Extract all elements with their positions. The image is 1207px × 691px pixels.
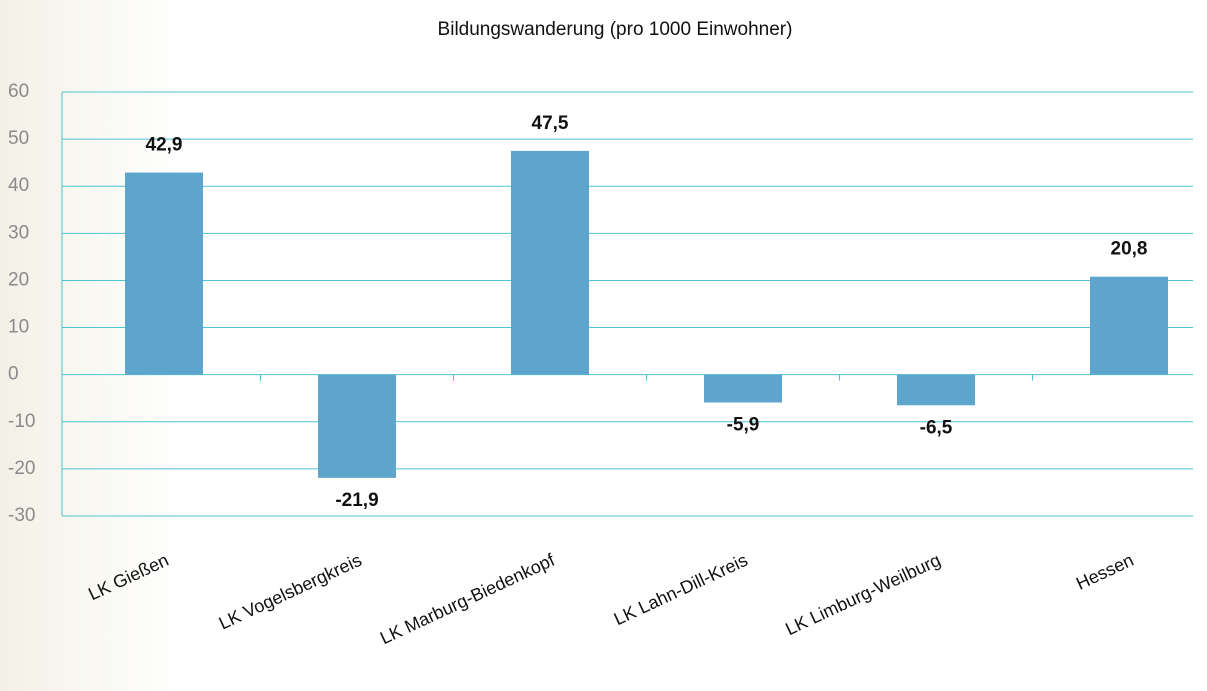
value-label: 20,8: [1111, 239, 1148, 260]
value-label: -21,9: [335, 490, 378, 511]
y-tick-label: 50: [8, 128, 29, 149]
bar: [125, 172, 203, 375]
value-label: 47,5: [532, 113, 569, 134]
y-tick-label: -20: [8, 458, 35, 479]
bar: [704, 374, 782, 403]
value-label: 42,9: [146, 135, 183, 156]
y-tick-label: 60: [8, 81, 29, 102]
value-label: -6,5: [920, 417, 953, 438]
bar: [897, 374, 975, 406]
y-tick-label: 0: [8, 364, 19, 385]
y-tick-label: 10: [8, 317, 29, 338]
y-tick-label: -30: [8, 505, 35, 526]
bar: [318, 374, 396, 478]
value-label: -5,9: [727, 414, 760, 435]
y-tick-label: 20: [8, 269, 29, 290]
chart-title: Bildungswanderung (pro 1000 Einwohner): [438, 19, 793, 40]
bar: [511, 150, 589, 375]
y-tick-label: 30: [8, 222, 29, 243]
y-tick-label: -10: [8, 411, 35, 432]
y-tick-label: 40: [8, 175, 29, 196]
bar: [1090, 276, 1168, 375]
